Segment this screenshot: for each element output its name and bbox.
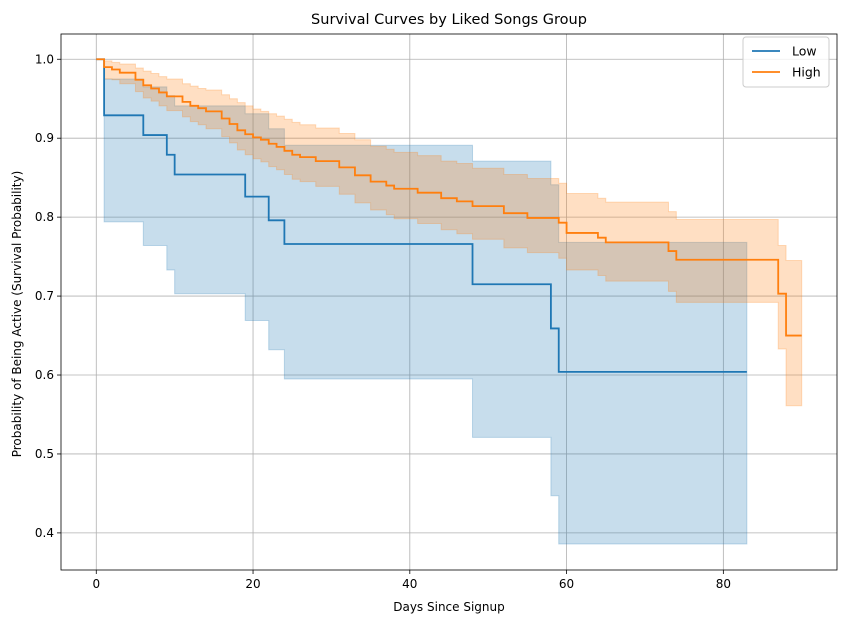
y-axis-label: Probability of Being Active (Survival Pr…: [10, 171, 24, 458]
y-tick-label: 0.6: [35, 368, 54, 382]
x-tick-label: 20: [245, 577, 260, 591]
survival-lines: [96, 58, 802, 373]
x-tick-label: 40: [402, 577, 417, 591]
y-tick-label: 0.5: [35, 447, 54, 461]
x-tick-label: 0: [92, 577, 100, 591]
plot-frame: [60, 33, 838, 571]
y-tick-label: 1.0: [35, 52, 54, 66]
confidence-band-high: [96, 58, 803, 407]
confidence-band-low: [96, 58, 748, 545]
survival-line-low: [96, 58, 747, 373]
x-tick-label: 80: [716, 577, 731, 591]
legend-box: [742, 36, 830, 88]
confidence-bands: [96, 58, 803, 545]
y-tick-label: 0.8: [35, 210, 54, 224]
legend-label-high: High: [792, 65, 821, 80]
legend-label-low: Low: [792, 44, 817, 59]
gridlines: [61, 34, 837, 570]
y-tick-label: 0.9: [35, 131, 54, 145]
chart-title: Survival Curves by Liked Songs Group: [311, 12, 587, 28]
x-axis-label: Days Since Signup: [393, 600, 505, 614]
x-axis-ticks: 0 20 40 60 80: [92, 570, 731, 591]
survival-line-high: [96, 58, 802, 337]
y-tick-label: 0.7: [35, 289, 54, 303]
x-tick-label: 60: [559, 577, 574, 591]
legend: Low High: [742, 36, 830, 88]
y-axis-ticks: 0.4 0.5 0.6 0.7 0.8 0.9 1.0: [35, 52, 61, 540]
y-tick-label: 0.4: [35, 526, 54, 540]
